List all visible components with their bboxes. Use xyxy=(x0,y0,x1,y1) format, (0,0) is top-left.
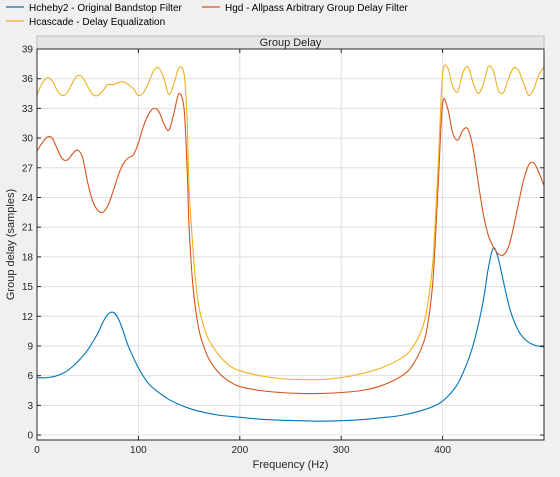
legend-entry-label: Hgd - Allpass Arbitrary Group Delay Filt… xyxy=(225,3,409,14)
chart-title: Group Delay xyxy=(260,37,322,49)
y-tick-label: 9 xyxy=(27,341,33,352)
legend: Hcheby2 - Original Bandstop Filter Hgd - … xyxy=(6,3,409,28)
series-line-1 xyxy=(37,247,544,422)
y-tick-label: 12 xyxy=(22,312,34,323)
y-tick-label: 6 xyxy=(27,371,33,382)
y-tick-label: 39 xyxy=(22,45,34,56)
y-tick-label: 36 xyxy=(22,74,34,85)
legend-entry-label: Hcascade - Delay Equalization xyxy=(29,17,165,28)
y-tick-label: 3 xyxy=(27,401,33,412)
y-tick-label: 18 xyxy=(22,252,34,263)
series-line-3 xyxy=(37,64,544,381)
x-tick-label: 300 xyxy=(333,445,350,456)
y-tick-label: 24 xyxy=(22,193,34,204)
x-tick-label: 200 xyxy=(231,445,248,456)
plot-area xyxy=(37,49,544,440)
y-axis-label: Group delay (samples) xyxy=(5,189,17,300)
x-axis-label: Frequency (Hz) xyxy=(253,459,329,471)
plot-border xyxy=(36,48,545,441)
x-tick-label: 400 xyxy=(434,445,451,456)
x-tick-label: 0 xyxy=(34,445,40,456)
y-tick-label: 27 xyxy=(22,163,34,174)
legend-entry-label: Hcheby2 - Original Bandstop Filter xyxy=(29,3,183,14)
y-tick-label: 21 xyxy=(22,223,34,234)
series-line-2 xyxy=(37,92,544,395)
y-tick-label: 15 xyxy=(22,282,34,293)
y-tick-label: 30 xyxy=(22,134,34,145)
y-tick-label: 33 xyxy=(22,104,34,115)
series-layer xyxy=(37,64,544,422)
x-tick-label: 100 xyxy=(130,445,147,456)
y-tick-label: 0 xyxy=(27,431,33,442)
